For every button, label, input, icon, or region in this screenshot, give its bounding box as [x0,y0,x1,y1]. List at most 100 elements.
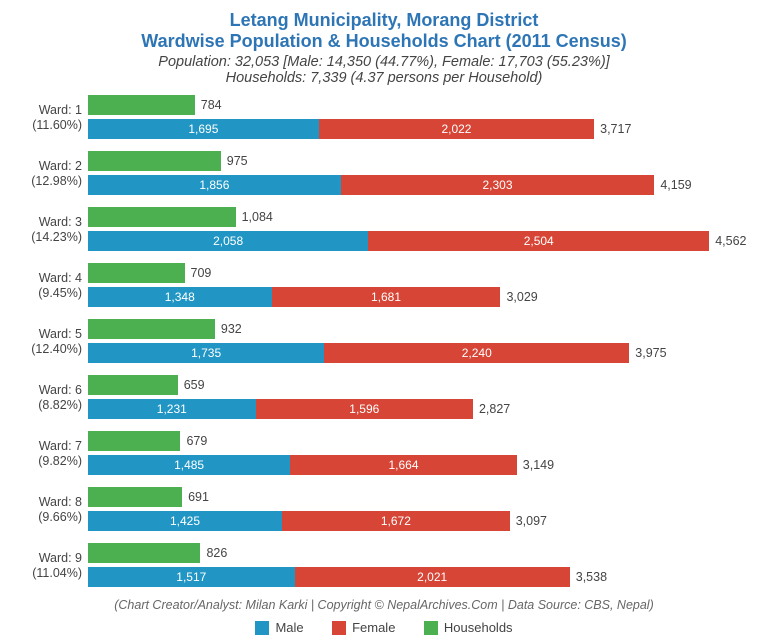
female-bar: 1,664 [290,455,517,475]
households-bar [88,487,182,507]
population-stacked-bar: 2,058 2,504 [88,231,709,251]
total-value: 4,562 [715,234,746,248]
male-bar: 2,058 [88,231,368,251]
total-value: 3,975 [635,346,666,360]
ward-label: Ward: 4 [20,271,82,286]
population-row: 1,4851,6643,149 [88,454,748,476]
male-value: 1,485 [174,458,204,472]
ward-label-col: Ward: 2(12.98%) [20,159,88,189]
male-value: 1,856 [199,178,229,192]
ward-percent: (11.60%) [20,118,82,133]
ward-group: Ward: 8(9.66%)6911,4251,6723,097 [20,486,748,534]
bars-col: 691 1,4251,672 3,097 [88,486,748,534]
total-value: 2,827 [479,402,510,416]
ward-percent: (12.40%) [20,342,82,357]
total-value: 3,538 [576,570,607,584]
male-value: 1,231 [157,402,187,416]
female-bar: 1,672 [282,511,510,531]
ward-percent: (12.98%) [20,174,82,189]
legend-households-label: Households [444,620,513,635]
households-value: 1,084 [242,210,273,224]
bars-col: 1,084 2,058 2,504 4,562 [88,206,748,254]
population-row: 1,3481,6813,029 [88,286,748,308]
female-value: 2,303 [483,178,513,192]
households-row: 826 [88,542,748,564]
chart-header: Letang Municipality, Morang District War… [20,10,748,86]
male-bar: 1,695 [88,119,319,139]
male-value: 1,348 [165,290,195,304]
ward-percent: (9.82%) [20,454,82,469]
bars-col: 6791,4851,6643,149 [88,430,748,478]
households-row: 659 [88,374,748,396]
households-value: 932 [221,322,242,336]
households-value: 826 [206,546,227,560]
male-value: 1,695 [188,122,218,136]
population-row: 1,7352,2403,975 [88,342,748,364]
bars-col: 932 1,7352,2403,975 [88,318,748,366]
ward-group: Ward: 5(12.40%) 932 1,7352,2403,975 [20,318,748,366]
households-row: 691 [88,486,748,508]
female-bar: 1,596 [256,399,473,419]
legend-male: Male [255,620,303,635]
households-bar [88,375,178,395]
ward-label: Ward: 7 [20,439,82,454]
population-stacked-bar: 1,6952,022 [88,119,594,139]
households-row: 784 [88,94,748,116]
households-value: 975 [227,154,248,168]
legend-female-label: Female [352,620,395,635]
households-row: 932 [88,318,748,340]
male-value: 1,735 [191,346,221,360]
female-value: 1,664 [388,458,418,472]
ward-label-col: Ward: 9(11.04%) [20,551,88,581]
households-value: 691 [188,490,209,504]
ward-label: Ward: 9 [20,551,82,566]
legend-female: Female [332,620,395,635]
male-bar: 1,348 [88,287,272,307]
population-row: 1,231 1,596 2,827 [88,398,748,420]
households-bar [88,151,221,171]
ward-group: Ward: 7(9.82%)6791,4851,6643,149 [20,430,748,478]
ward-label-col: Ward: 1(11.60%) [20,103,88,133]
bars-col: 709 1,3481,6813,029 [88,262,748,310]
bars-col: 9751,8562,3034,159 [88,150,748,198]
female-bar: 2,021 [295,567,570,587]
households-bar [88,431,180,451]
male-bar: 1,485 [88,455,290,475]
ward-label-col: Ward: 3(14.23%) [20,215,88,245]
population-row: 1,8562,3034,159 [88,174,748,196]
population-row: 1,6952,022 3,717 [88,118,748,140]
population-stacked-bar: 1,4251,672 [88,511,510,531]
ward-label-col: Ward: 7(9.82%) [20,439,88,469]
title-line-2: Wardwise Population & Households Chart (… [20,31,748,52]
ward-group: Ward: 4(9.45%) 709 1,3481,6813,029 [20,262,748,310]
female-value: 1,596 [349,402,379,416]
total-value: 3,097 [516,514,547,528]
households-row: 679 [88,430,748,452]
households-bar [88,207,236,227]
ward-percent: (9.45%) [20,286,82,301]
total-value: 3,029 [506,290,537,304]
households-value: 784 [201,98,222,112]
bars-col: 659 1,231 1,596 2,827 [88,374,748,422]
female-bar: 2,303 [341,175,655,195]
ward-group: Ward: 6(8.82%)6591,2311,5962,827 [20,374,748,422]
ward-percent: (9.66%) [20,510,82,525]
male-bar: 1,231 [88,399,256,419]
ward-label-col: Ward: 5(12.40%) [20,327,88,357]
footer-credit: (Chart Creator/Analyst: Milan Karki | Co… [20,598,748,612]
female-value: 2,021 [417,570,447,584]
ward-label: Ward: 3 [20,215,82,230]
subtitle-line-2: Households: 7,339 (4.37 persons per Hous… [20,70,748,86]
total-value: 3,717 [600,122,631,136]
households-value: 659 [184,378,205,392]
households-row: 1,084 [88,206,748,228]
legend-male-label: Male [275,620,303,635]
male-value: 2,058 [213,234,243,248]
households-value: 709 [191,266,212,280]
ward-group: Ward: 9(11.04%) 826 1,517 2,021 3,538 [20,542,748,590]
households-bar [88,263,185,283]
female-value: 2,504 [524,234,554,248]
ward-label: Ward: 5 [20,327,82,342]
households-bar [88,319,215,339]
male-bar: 1,517 [88,567,295,587]
